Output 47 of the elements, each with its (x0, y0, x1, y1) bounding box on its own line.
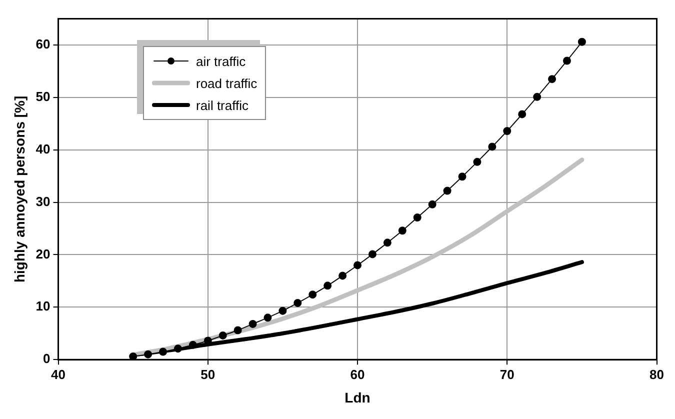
x-tick-label: 60 (350, 366, 365, 382)
point (338, 272, 347, 280)
point (488, 142, 496, 151)
point (264, 314, 272, 322)
legend-label: road traffic (196, 76, 258, 90)
point (578, 38, 586, 46)
y-tick-label: 20 (36, 246, 50, 262)
point (174, 344, 182, 353)
point (443, 186, 452, 195)
point (473, 158, 482, 166)
point (368, 250, 376, 258)
y-axis-title: highly annoyed persons [%] (11, 96, 28, 283)
point (548, 75, 556, 84)
point (458, 172, 466, 181)
point (248, 320, 257, 328)
y-tick-label: 40 (36, 141, 50, 156)
point (159, 348, 167, 356)
point (533, 92, 542, 101)
y-tick-label: 50 (36, 89, 50, 104)
y-tick-label: 10 (36, 298, 50, 314)
x-tick-label: 70 (500, 366, 514, 382)
point (144, 350, 152, 358)
point (234, 326, 242, 334)
point (398, 226, 406, 235)
x-axis-title: Ldn (344, 389, 370, 406)
point (562, 56, 571, 65)
legend-label: air traffic (196, 54, 246, 68)
y-tick-label: 30 (36, 194, 50, 209)
point (413, 214, 422, 222)
point (354, 261, 362, 270)
point (129, 352, 138, 360)
point (294, 298, 302, 307)
y-tick-label: 0 (43, 351, 50, 366)
point (278, 306, 287, 315)
point (218, 331, 227, 340)
y-tick-label: 60 (36, 36, 50, 52)
x-tick-label: 50 (200, 366, 216, 382)
legend-label: rail traffic (196, 98, 248, 112)
point (324, 282, 332, 290)
point (503, 127, 512, 135)
point (428, 200, 436, 208)
point (383, 238, 392, 247)
x-tick-label: 40 (51, 366, 66, 382)
point (188, 340, 197, 349)
point (518, 110, 526, 118)
point (308, 290, 317, 299)
x-tick-label: 80 (650, 366, 664, 382)
